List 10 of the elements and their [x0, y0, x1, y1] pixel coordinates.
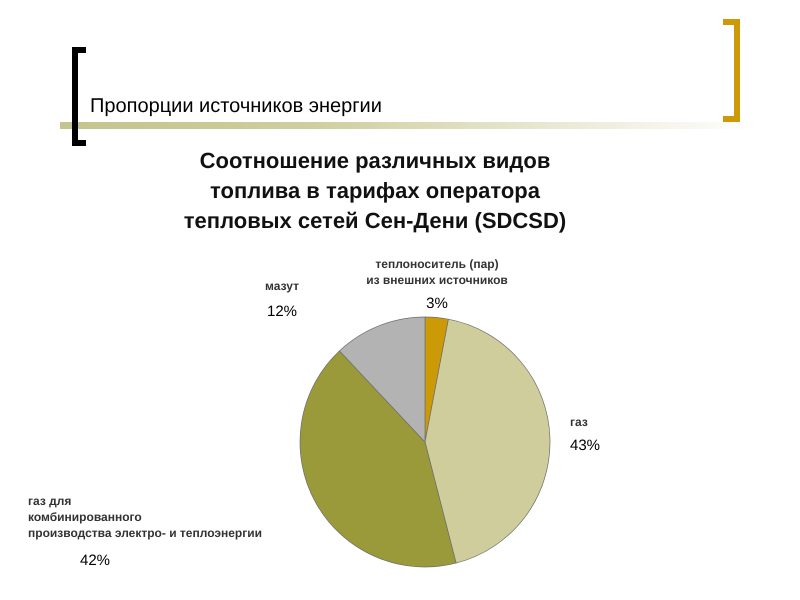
slice-label: газ: [570, 415, 588, 429]
data-label: 43%: [570, 437, 600, 454]
data-label: 3%: [426, 295, 448, 312]
chart-title: Пропорции источников энергии: [90, 95, 382, 117]
data-label: 42%: [80, 552, 110, 569]
slice-label: газ для комбинированного производства электро- и теплоэнергии: [28, 494, 262, 540]
slice-label: мазут: [265, 279, 300, 293]
data-label: 12%: [266, 303, 298, 320]
chart-subtitle: Соотношение различных видов топлива в тарифах оператора тепловых сетей Сен-Дени (SDCSD): [184, 148, 566, 233]
slice-label: теплоноситель (пар) из внешних источников: [366, 257, 508, 287]
